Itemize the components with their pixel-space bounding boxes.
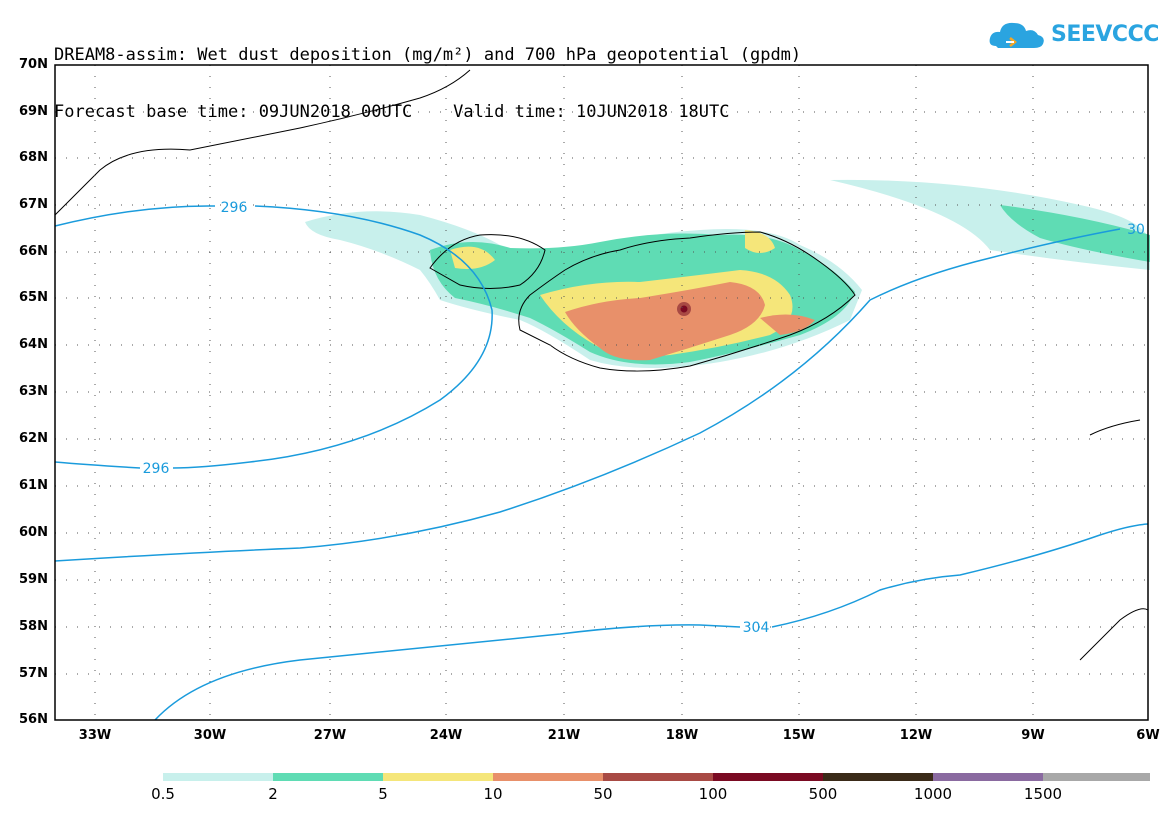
lon-label: 6W [1136, 728, 1160, 743]
lat-label: 61N [19, 478, 48, 493]
cloud-icon [989, 22, 1044, 48]
legend-swatch-1 [163, 773, 273, 781]
lon-label: 12W [899, 728, 933, 743]
legend-label: 0.5 [151, 785, 175, 803]
legend-swatch-9 [1043, 773, 1150, 781]
lon-label: 21W [547, 728, 581, 743]
legend-swatch-7 [823, 773, 933, 781]
lat-label: 69N [19, 104, 48, 119]
lon-label: 30W [193, 728, 227, 743]
legend-swatch-4 [493, 773, 603, 781]
map-title: DREAM8-assim: Wet dust deposition (mg/m²… [54, 8, 801, 141]
lat-label: 60N [19, 525, 48, 540]
lon-label: 24W [429, 728, 463, 743]
legend-swatch-6 [713, 773, 823, 781]
lat-label: 64N [19, 337, 48, 352]
lat-label: 58N [19, 619, 48, 634]
legend-swatch-3 [383, 773, 493, 781]
legend-label: 50 [593, 785, 613, 803]
map-frame [54, 64, 1149, 721]
lat-label: 66N [19, 244, 48, 259]
contour-296-north [54, 205, 493, 469]
lon-label: 27W [313, 728, 347, 743]
lat-label: 70N [19, 57, 48, 72]
lon-label: 18W [665, 728, 699, 743]
legend-label: 10 [483, 785, 503, 803]
lat-label: 63N [19, 384, 48, 399]
lon-label: 15W [782, 728, 816, 743]
contour-label-4: 30 [1127, 222, 1145, 238]
coastline [54, 69, 1149, 661]
lat-label: 59N [19, 572, 48, 587]
legend-label: 2 [268, 785, 278, 803]
legend-label: 500 [808, 785, 838, 803]
dust-deposition-field [305, 179, 1150, 369]
seevccc-logo: SEEVCCC [988, 18, 1159, 58]
legend-swatch-2 [273, 773, 383, 781]
lat-label: 67N [19, 197, 48, 212]
legend-swatch-5 [603, 773, 713, 781]
legend-label: 100 [698, 785, 728, 803]
lon-label: 9W [1021, 728, 1045, 743]
lon-label: 33W [78, 728, 112, 743]
lat-label: 56N [19, 712, 48, 727]
contour-label-3: 304 [743, 620, 770, 636]
contour-300 [54, 228, 1121, 562]
graticule [55, 65, 1148, 720]
legend-label: 1500 [1023, 785, 1063, 803]
title-line-1: DREAM8-assim: Wet dust deposition (mg/m²… [54, 45, 802, 65]
lat-label: 57N [19, 666, 48, 681]
contour-label-1: 296 [221, 200, 248, 216]
lat-label: 62N [19, 431, 48, 446]
contour-304 [154, 523, 1149, 721]
legend-swatch-8 [933, 773, 1043, 781]
legend-label: 5 [378, 785, 388, 803]
geopotential-contours [54, 205, 1149, 721]
contour-label-2: 296 [143, 461, 170, 477]
legend-label: 1000 [913, 785, 953, 803]
lat-label: 68N [19, 150, 48, 165]
lat-label: 65N [19, 290, 48, 305]
title-line-2: Forecast base time: 09JUN2018 00UTC Vali… [54, 102, 730, 122]
logo-text: SEEVCCC [1051, 22, 1159, 47]
